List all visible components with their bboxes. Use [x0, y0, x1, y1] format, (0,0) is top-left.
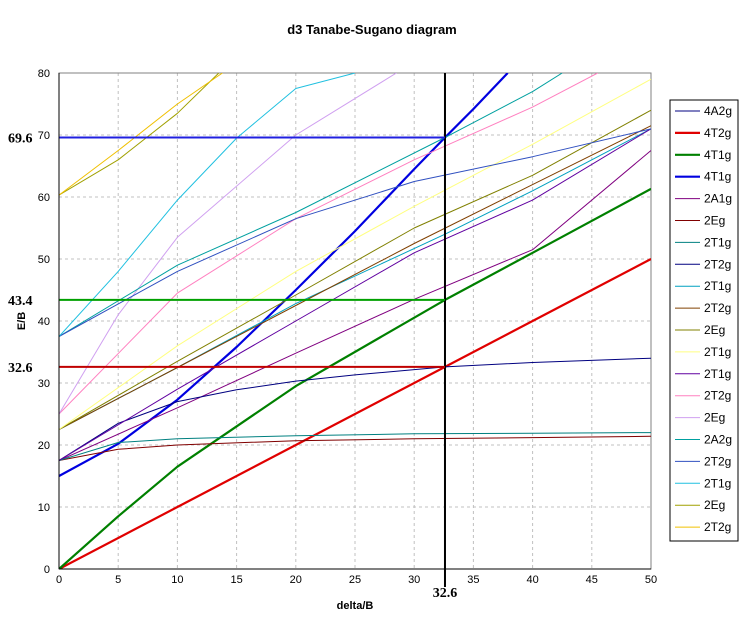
series-line-4t1g-3	[59, 73, 509, 477]
legend-label: 2T2g	[704, 301, 731, 315]
series-line-4t1g-2	[59, 187, 651, 569]
legend-label: 4T2g	[704, 126, 731, 140]
legend-item: 2Eg	[675, 411, 725, 425]
legend-item: 2T1g	[675, 476, 731, 490]
legend-box	[669, 99, 739, 542]
legend-item: 4T1g	[675, 170, 731, 184]
legend-item: 2A2g	[675, 433, 732, 447]
tick-labels: 0 5 10 15 20 25 30 35 40 45 50 0 10 20 30 40 50 60 70 80	[38, 68, 657, 586]
series-line-2eg-5	[59, 435, 651, 461]
legend-label: 2T2g	[704, 257, 731, 271]
reference-hline-label: 43.4	[8, 294, 33, 309]
legend-label: 2T1g	[704, 235, 731, 249]
x-tick-label: 15	[230, 574, 242, 586]
series-line-4t2g-1	[59, 258, 651, 569]
legend-item: 2T2g	[675, 520, 731, 534]
series-line-2eg-14	[59, 73, 397, 415]
legend-label: 2T1g	[704, 279, 731, 293]
legend-label: 2T1g	[704, 345, 731, 359]
annotation-lines	[59, 73, 446, 587]
legend-label: 4T1g	[704, 170, 731, 184]
y-tick-label: 80	[38, 68, 50, 80]
x-tick-label: 25	[349, 574, 361, 586]
series-line-2t1g-17	[59, 73, 356, 337]
annotation-labels: 32.6 32.6 43.4 69.6	[8, 131, 457, 601]
legend-item: 4T1g	[675, 148, 731, 162]
legend-label: 2T1g	[704, 476, 731, 490]
x-tick-label: 0	[56, 574, 62, 586]
series-line-2t2g-9	[59, 125, 651, 430]
series-line-2a2g-15	[59, 73, 563, 337]
y-tick-label: 60	[38, 192, 50, 204]
series-line-2t2g-13	[59, 73, 598, 415]
x-tick-label: 5	[115, 574, 121, 586]
legend-item: 2Eg	[675, 214, 725, 228]
axes	[58, 73, 651, 570]
legend-item: 2T1g	[675, 345, 731, 359]
legend-label: 4T1g	[704, 148, 731, 162]
x-axis-label: delta/B	[337, 600, 374, 612]
y-tick-label: 70	[38, 130, 50, 142]
x-tick-label: 40	[526, 574, 538, 586]
series-line-2t1g-11	[59, 78, 651, 430]
grid-lines	[59, 72, 652, 569]
y-tick-label: 20	[38, 440, 50, 452]
legend-label: 2A2g	[704, 433, 732, 447]
legend-item: 2T1g	[675, 235, 731, 249]
reference-vline-label: 32.6	[433, 586, 458, 601]
legend: 4A2g 4T2g 4T1g 4T1g 2A1g 2Eg 2T1g 2T2g 2T1g 2T2g 2…	[675, 104, 732, 534]
legend-item: 2Eg	[675, 498, 725, 512]
legend-label: 2Eg	[704, 498, 725, 512]
reference-hline-label: 32.6	[8, 361, 33, 376]
series-line-2a1g-4	[59, 150, 651, 461]
legend-label: 2Eg	[704, 323, 725, 337]
x-tick-label: 10	[171, 574, 183, 586]
legend-label: 4A2g	[704, 104, 732, 118]
legend-item: 2Eg	[675, 323, 725, 337]
y-axis-label: E/B	[16, 312, 28, 330]
legend-label: 2Eg	[704, 214, 725, 228]
x-tick-label: 35	[467, 574, 479, 586]
legend-label: 2T2g	[704, 520, 731, 534]
series-line-2t2g-16	[59, 128, 651, 337]
series-line-2t2g-19	[59, 73, 223, 196]
chart-title: d3 Tanabe-Sugano diagram	[287, 22, 457, 37]
y-tick-label: 10	[38, 502, 50, 514]
y-tick-label: 40	[38, 316, 50, 328]
legend-label: 2T2g	[704, 389, 731, 403]
legend-item: 4T2g	[675, 126, 731, 140]
legend-item: 2T2g	[675, 301, 731, 315]
series-line-2eg-10	[59, 109, 651, 430]
legend-item: 2T1g	[675, 367, 731, 381]
legend-label: 2T2g	[704, 454, 731, 468]
legend-item: 2T2g	[675, 454, 731, 468]
series-lines	[59, 73, 651, 569]
x-tick-label: 30	[408, 574, 420, 586]
y-tick-label: 30	[38, 378, 50, 390]
x-tick-label: 45	[586, 574, 598, 586]
x-tick-label: 50	[645, 574, 657, 586]
series-line-2t1g-6	[59, 432, 651, 461]
y-tick-label: 0	[44, 564, 50, 576]
legend-item: 2T2g	[675, 389, 731, 403]
legend-label: 2A1g	[704, 192, 732, 206]
series-line-2t2g-7	[59, 357, 651, 461]
legend-item: 4A2g	[675, 104, 732, 118]
legend-item: 2T2g	[675, 257, 731, 271]
legend-item: 2A1g	[675, 192, 732, 206]
legend-label: 2T1g	[704, 367, 731, 381]
reference-hline-label: 69.6	[8, 131, 33, 146]
legend-item: 2T1g	[675, 279, 731, 293]
legend-label: 2Eg	[704, 411, 725, 425]
y-tick-label: 50	[38, 254, 50, 266]
series-line-2t1g-12	[59, 128, 651, 461]
x-tick-label: 20	[290, 574, 302, 586]
